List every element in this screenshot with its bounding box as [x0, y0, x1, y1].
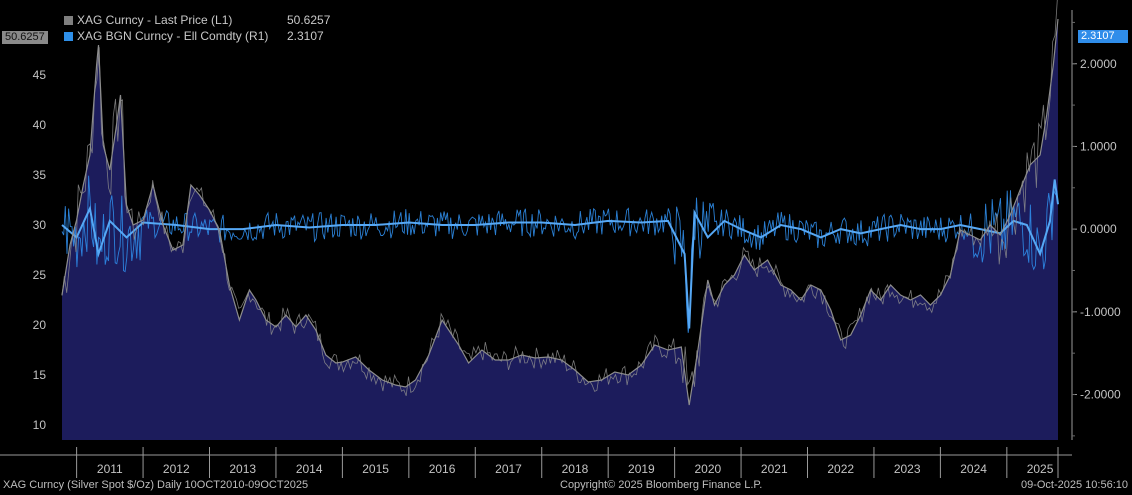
x-tick-label: 2023	[894, 462, 921, 476]
left-axis-last-value-tag: 50.6257	[2, 31, 48, 44]
footer-copyright: Copyright© 2025 Bloomberg Finance L.P.	[560, 479, 763, 491]
right-tick-label: 0.0000	[1080, 222, 1117, 236]
area-layer	[62, 10, 1058, 405]
price-line	[61, 18, 1059, 406]
x-tick-label: 2012	[163, 462, 190, 476]
volatility-spikes	[61, 175, 1059, 333]
price-line-detail	[61, 0, 1058, 396]
footer-ticker-description: XAG Curncy (Silver Spot $/Oz) Daily 10OC…	[3, 479, 309, 491]
footer-timestamp: 09-Oct-2025 10:56:10	[1020, 479, 1128, 491]
right-tick-label: -1.0000	[1080, 305, 1121, 319]
x-tick-label: 2024	[960, 462, 987, 476]
x-tick-label: 2022	[827, 462, 854, 476]
left-tick-label: 10	[33, 418, 47, 432]
right-axis-last-value-tag: 2.3107	[1078, 30, 1128, 43]
left-tick-label: 15	[33, 368, 47, 382]
right-tick-label: 1.0000	[1080, 139, 1117, 153]
x-tick-label: 2015	[362, 462, 389, 476]
x-tick-label: 2020	[694, 462, 721, 476]
legend-value-ell: 2.3107	[287, 29, 324, 43]
x-tick-label: 2025	[1027, 462, 1054, 476]
left-tick-label: 30	[33, 218, 47, 232]
series-lines	[61, 0, 1059, 406]
ell-line-detail	[61, 175, 1058, 333]
left-tick-label: 45	[33, 68, 47, 82]
x-tick-label: 2014	[296, 462, 323, 476]
axes: 1015202530354045-2.0000-1.00000.00001.00…	[0, 10, 1121, 478]
x-tick-label: 2011	[97, 462, 123, 476]
legend-label-ell: XAG BGN Curncy - Ell Comdty (R1)	[77, 29, 269, 43]
ell-line	[61, 179, 1059, 329]
left-tick-label: 25	[33, 268, 47, 282]
x-tick-label: 2018	[562, 462, 589, 476]
x-tick-label: 2017	[495, 462, 522, 476]
left-tick-label: 40	[33, 118, 47, 132]
right-tick-label: 2.0000	[1080, 57, 1117, 71]
legend-swatch-price	[64, 15, 73, 25]
left-tick-label: 35	[33, 168, 47, 182]
chart-legend: XAG Curncy - Last Price (L1) 50.6257 XAG…	[64, 12, 330, 44]
legend-value-price: 50.6257	[287, 13, 331, 27]
legend-swatch-ell	[64, 31, 73, 41]
x-tick-label: 2016	[429, 462, 456, 476]
left-tick-label: 20	[33, 318, 47, 332]
x-tick-label: 2013	[229, 462, 256, 476]
legend-entry-ell[interactable]: XAG BGN Curncy - Ell Comdty (R1) 2.3107	[64, 28, 330, 44]
legend-entry-price[interactable]: XAG Curncy - Last Price (L1) 50.6257	[64, 12, 330, 28]
price-upper-mask	[62, 10, 1058, 405]
x-tick-label: 2021	[761, 462, 788, 476]
x-tick-label: 2019	[628, 462, 655, 476]
legend-label-price: XAG Curncy - Last Price (L1)	[77, 13, 233, 27]
right-tick-label: -2.0000	[1080, 388, 1121, 402]
